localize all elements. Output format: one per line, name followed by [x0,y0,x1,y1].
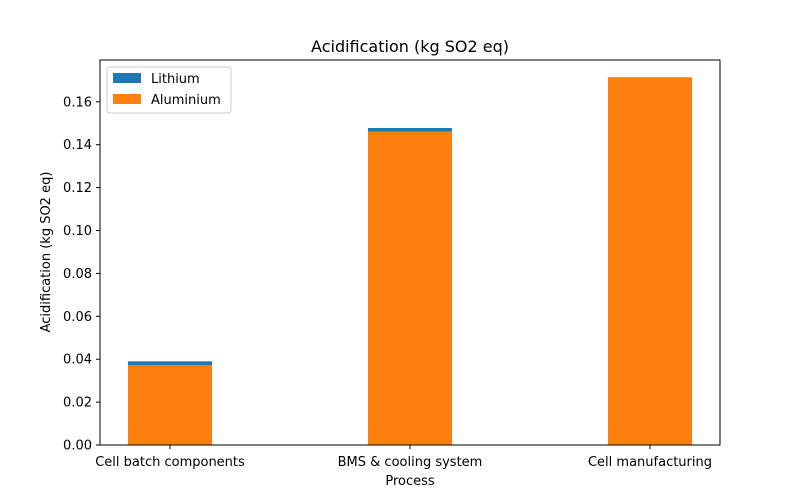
y-tick-label: 0.14 [63,138,92,153]
y-axis: 0.00 0.02 0.04 0.06 0.08 0.10 0.12 0.14 0.16 [63,95,100,454]
bar-aluminium-cell-manufacturing [608,77,692,445]
bars [128,77,692,445]
y-tick-label: 0.04 [63,353,92,368]
x-axis: Cell batch components BMS & cooling syste… [95,445,712,470]
chart-title: Acidification (kg SO2 eq) [311,37,509,56]
x-tick-label-cell-manufacturing: Cell manufacturing [588,455,712,470]
bar-lithium-bms-cooling-system [368,127,452,132]
legend-swatch-aluminium [113,94,141,104]
legend-label-lithium: Lithium [151,72,200,87]
y-tick-label: 0.02 [63,396,92,411]
legend-label-aluminium: Aluminium [151,93,221,108]
y-tick-label: 0.06 [63,310,92,325]
legend-swatch-lithium [113,73,141,83]
bar-aluminium-cell-batch-components [128,364,212,445]
y-tick-label: 0.12 [63,181,92,196]
x-tick-label-cell-batch-components: Cell batch components [95,455,245,470]
y-tick-label: 0.08 [63,267,92,282]
y-tick-label: 0.10 [63,224,92,239]
x-tick-label-bms-cooling-system: BMS & cooling system [338,455,483,470]
legend: Lithium Aluminium [106,66,232,114]
plot-frame [99,59,721,446]
bar-lithium-cell-batch-components [128,361,212,365]
y-tick-label: 0.16 [63,95,92,110]
bar-aluminium-bms-cooling-system [368,131,452,445]
y-axis-label: Acidification (kg SO2 eq) [39,172,54,333]
x-axis-label: Process [385,474,435,489]
y-tick-label: 0.00 [63,439,92,454]
